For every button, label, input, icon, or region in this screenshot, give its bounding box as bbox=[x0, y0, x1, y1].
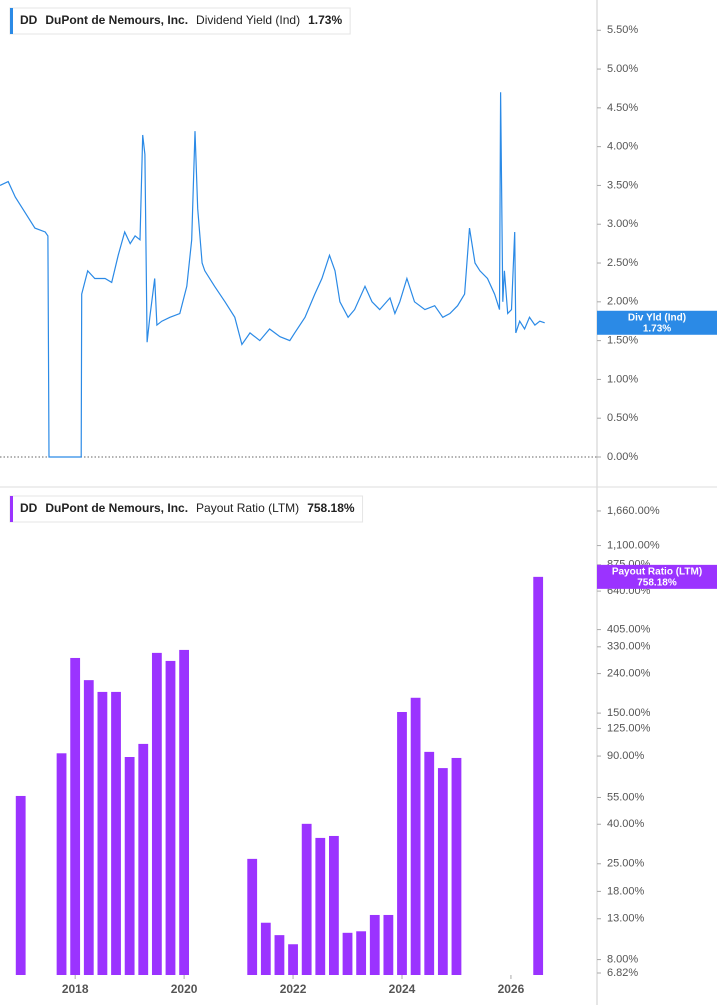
legend-text: 758.18% bbox=[307, 501, 355, 515]
y-tick-label: 0.50% bbox=[607, 412, 638, 424]
value-tag-value: 758.18% bbox=[637, 578, 677, 589]
y-tick-label: 18.00% bbox=[607, 885, 645, 897]
bar bbox=[15, 795, 26, 975]
y-tick-label: 3.00% bbox=[607, 218, 638, 230]
y-tick-label: 3.50% bbox=[607, 179, 638, 191]
y-tick-label: 90.00% bbox=[607, 750, 645, 762]
legend-swatch bbox=[10, 496, 13, 522]
bar bbox=[70, 657, 81, 975]
y-tick-label: 405.00% bbox=[607, 623, 651, 635]
x-tick-label: 2020 bbox=[171, 982, 198, 996]
y-tick-label: 1.50% bbox=[607, 335, 638, 347]
value-tag bbox=[597, 310, 717, 335]
bar bbox=[56, 753, 67, 975]
legend: DD DuPont de Nemours, Inc. Dividend Yield … bbox=[9, 7, 351, 35]
value-tag bbox=[597, 564, 717, 589]
legend-text: 1.73% bbox=[308, 13, 342, 27]
x-tick-label: 2026 bbox=[498, 982, 525, 996]
bar bbox=[274, 935, 285, 975]
y-tick-label: 25.00% bbox=[607, 858, 645, 870]
y-tick-label: 1.00% bbox=[607, 373, 638, 385]
y-tick-label: 2.50% bbox=[607, 257, 638, 269]
bar bbox=[410, 697, 421, 975]
y-tick-label: 8.00% bbox=[607, 953, 638, 965]
y-tick-label: 6.82% bbox=[607, 967, 638, 979]
y-tick-label: 125.00% bbox=[607, 722, 651, 734]
bar bbox=[329, 835, 339, 975]
legend-text: Payout Ratio (LTM) bbox=[196, 501, 299, 515]
bar bbox=[437, 768, 448, 975]
bar bbox=[83, 680, 94, 975]
bar bbox=[533, 576, 544, 975]
legend-text: Dividend Yield (Ind) bbox=[196, 13, 300, 27]
x-tick-label: 2022 bbox=[280, 982, 307, 996]
bar bbox=[179, 649, 190, 975]
legend-box bbox=[9, 495, 364, 523]
y-tick-label: 330.00% bbox=[607, 641, 651, 653]
x-tick-label: 2018 bbox=[62, 982, 89, 996]
y-tick-label: 55.00% bbox=[607, 791, 645, 803]
y-tick-label: 1,660.00% bbox=[607, 505, 660, 517]
bar bbox=[383, 914, 394, 975]
y-tick-label: 13.00% bbox=[607, 913, 645, 925]
y-tick-label: 0.00% bbox=[607, 451, 638, 463]
bar bbox=[124, 757, 135, 975]
y-tick-label: 40.00% bbox=[607, 818, 645, 830]
value-tag-name: Payout Ratio (LTM) bbox=[612, 567, 702, 578]
line bbox=[0, 92, 545, 458]
bar bbox=[165, 660, 176, 975]
legend: DD DuPont de Nemours, Inc. Payout Ratio (L… bbox=[9, 495, 364, 523]
bar bbox=[397, 711, 407, 975]
y-tick-label: 4.00% bbox=[607, 141, 638, 153]
bar bbox=[97, 691, 108, 975]
legend-text: DuPont de Nemours, Inc. bbox=[45, 501, 188, 515]
y-tick-label: 5.50% bbox=[607, 24, 638, 36]
y-tick-label: 240.00% bbox=[607, 667, 651, 679]
y-tick-label: 1,100.00% bbox=[607, 539, 660, 551]
legend-text: DuPont de Nemours, Inc. bbox=[45, 13, 188, 27]
value-tag-value: 1.73% bbox=[643, 323, 671, 334]
y-tick-label: 5.00% bbox=[607, 63, 638, 75]
bar bbox=[424, 751, 435, 975]
bar bbox=[369, 914, 380, 975]
bar bbox=[288, 944, 298, 975]
y-tick-label: 2.00% bbox=[607, 296, 638, 308]
bar bbox=[138, 743, 149, 975]
bar bbox=[356, 931, 367, 975]
bar bbox=[111, 691, 121, 975]
legend-swatch bbox=[10, 8, 13, 34]
bar bbox=[451, 757, 462, 975]
legend-text: DD bbox=[20, 501, 38, 515]
legend-text: DD bbox=[20, 13, 38, 27]
bar bbox=[260, 922, 271, 975]
y-tick-label: 4.50% bbox=[607, 102, 638, 114]
bar bbox=[301, 823, 312, 975]
bar bbox=[342, 932, 353, 975]
value-tag-name: Div Yld (Ind) bbox=[628, 312, 686, 323]
bar bbox=[247, 858, 258, 975]
bar bbox=[315, 837, 326, 975]
bar bbox=[151, 652, 162, 975]
y-tick-label: 150.00% bbox=[607, 707, 651, 719]
x-tick-label: 2024 bbox=[389, 982, 416, 996]
